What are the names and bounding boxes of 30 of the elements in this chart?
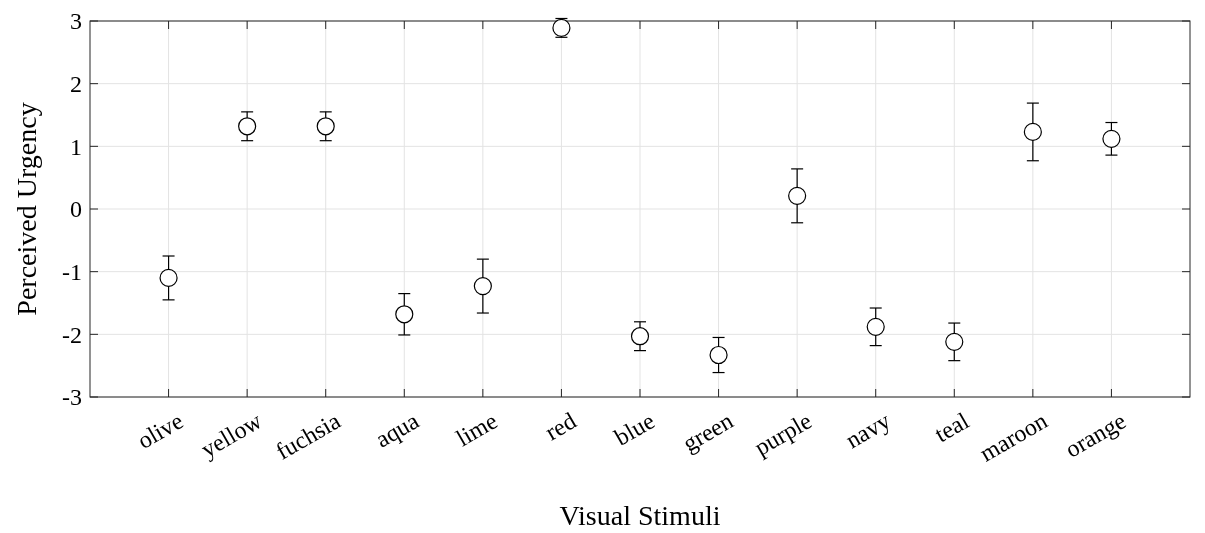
y-tick-label: -3 bbox=[62, 384, 82, 411]
point bbox=[159, 268, 178, 288]
x-tick-label: navy bbox=[841, 407, 895, 454]
y-tick-label: 0 bbox=[70, 196, 82, 223]
y-tick-label: -2 bbox=[62, 321, 82, 348]
x-tick-label: green bbox=[678, 407, 738, 457]
x-tick-label: lime bbox=[451, 407, 502, 452]
point bbox=[945, 332, 964, 351]
point bbox=[788, 186, 807, 205]
point bbox=[709, 345, 728, 365]
x-tick-label: red bbox=[540, 407, 581, 446]
point bbox=[395, 305, 414, 324]
point bbox=[1102, 129, 1121, 148]
y-axis-title: Perceived Urgency bbox=[11, 102, 42, 316]
point bbox=[473, 276, 492, 296]
point bbox=[1023, 122, 1042, 142]
x-tick-label: orange bbox=[1060, 407, 1131, 463]
x-tick-label: aqua bbox=[370, 407, 424, 453]
y-tick-label: 1 bbox=[70, 133, 82, 160]
point bbox=[316, 117, 335, 136]
point bbox=[630, 327, 650, 346]
point bbox=[238, 117, 257, 136]
x-axis-title: Visual Stimuli bbox=[559, 500, 721, 531]
point bbox=[866, 317, 885, 336]
y-tick-label: 2 bbox=[70, 71, 82, 98]
x-tick-label: olive bbox=[132, 407, 188, 454]
x-tick-label: teal bbox=[930, 407, 974, 448]
x-tick-label: blue bbox=[610, 407, 659, 451]
y-tick-label: -1 bbox=[62, 259, 82, 286]
y-tick-label: 3 bbox=[70, 8, 82, 35]
